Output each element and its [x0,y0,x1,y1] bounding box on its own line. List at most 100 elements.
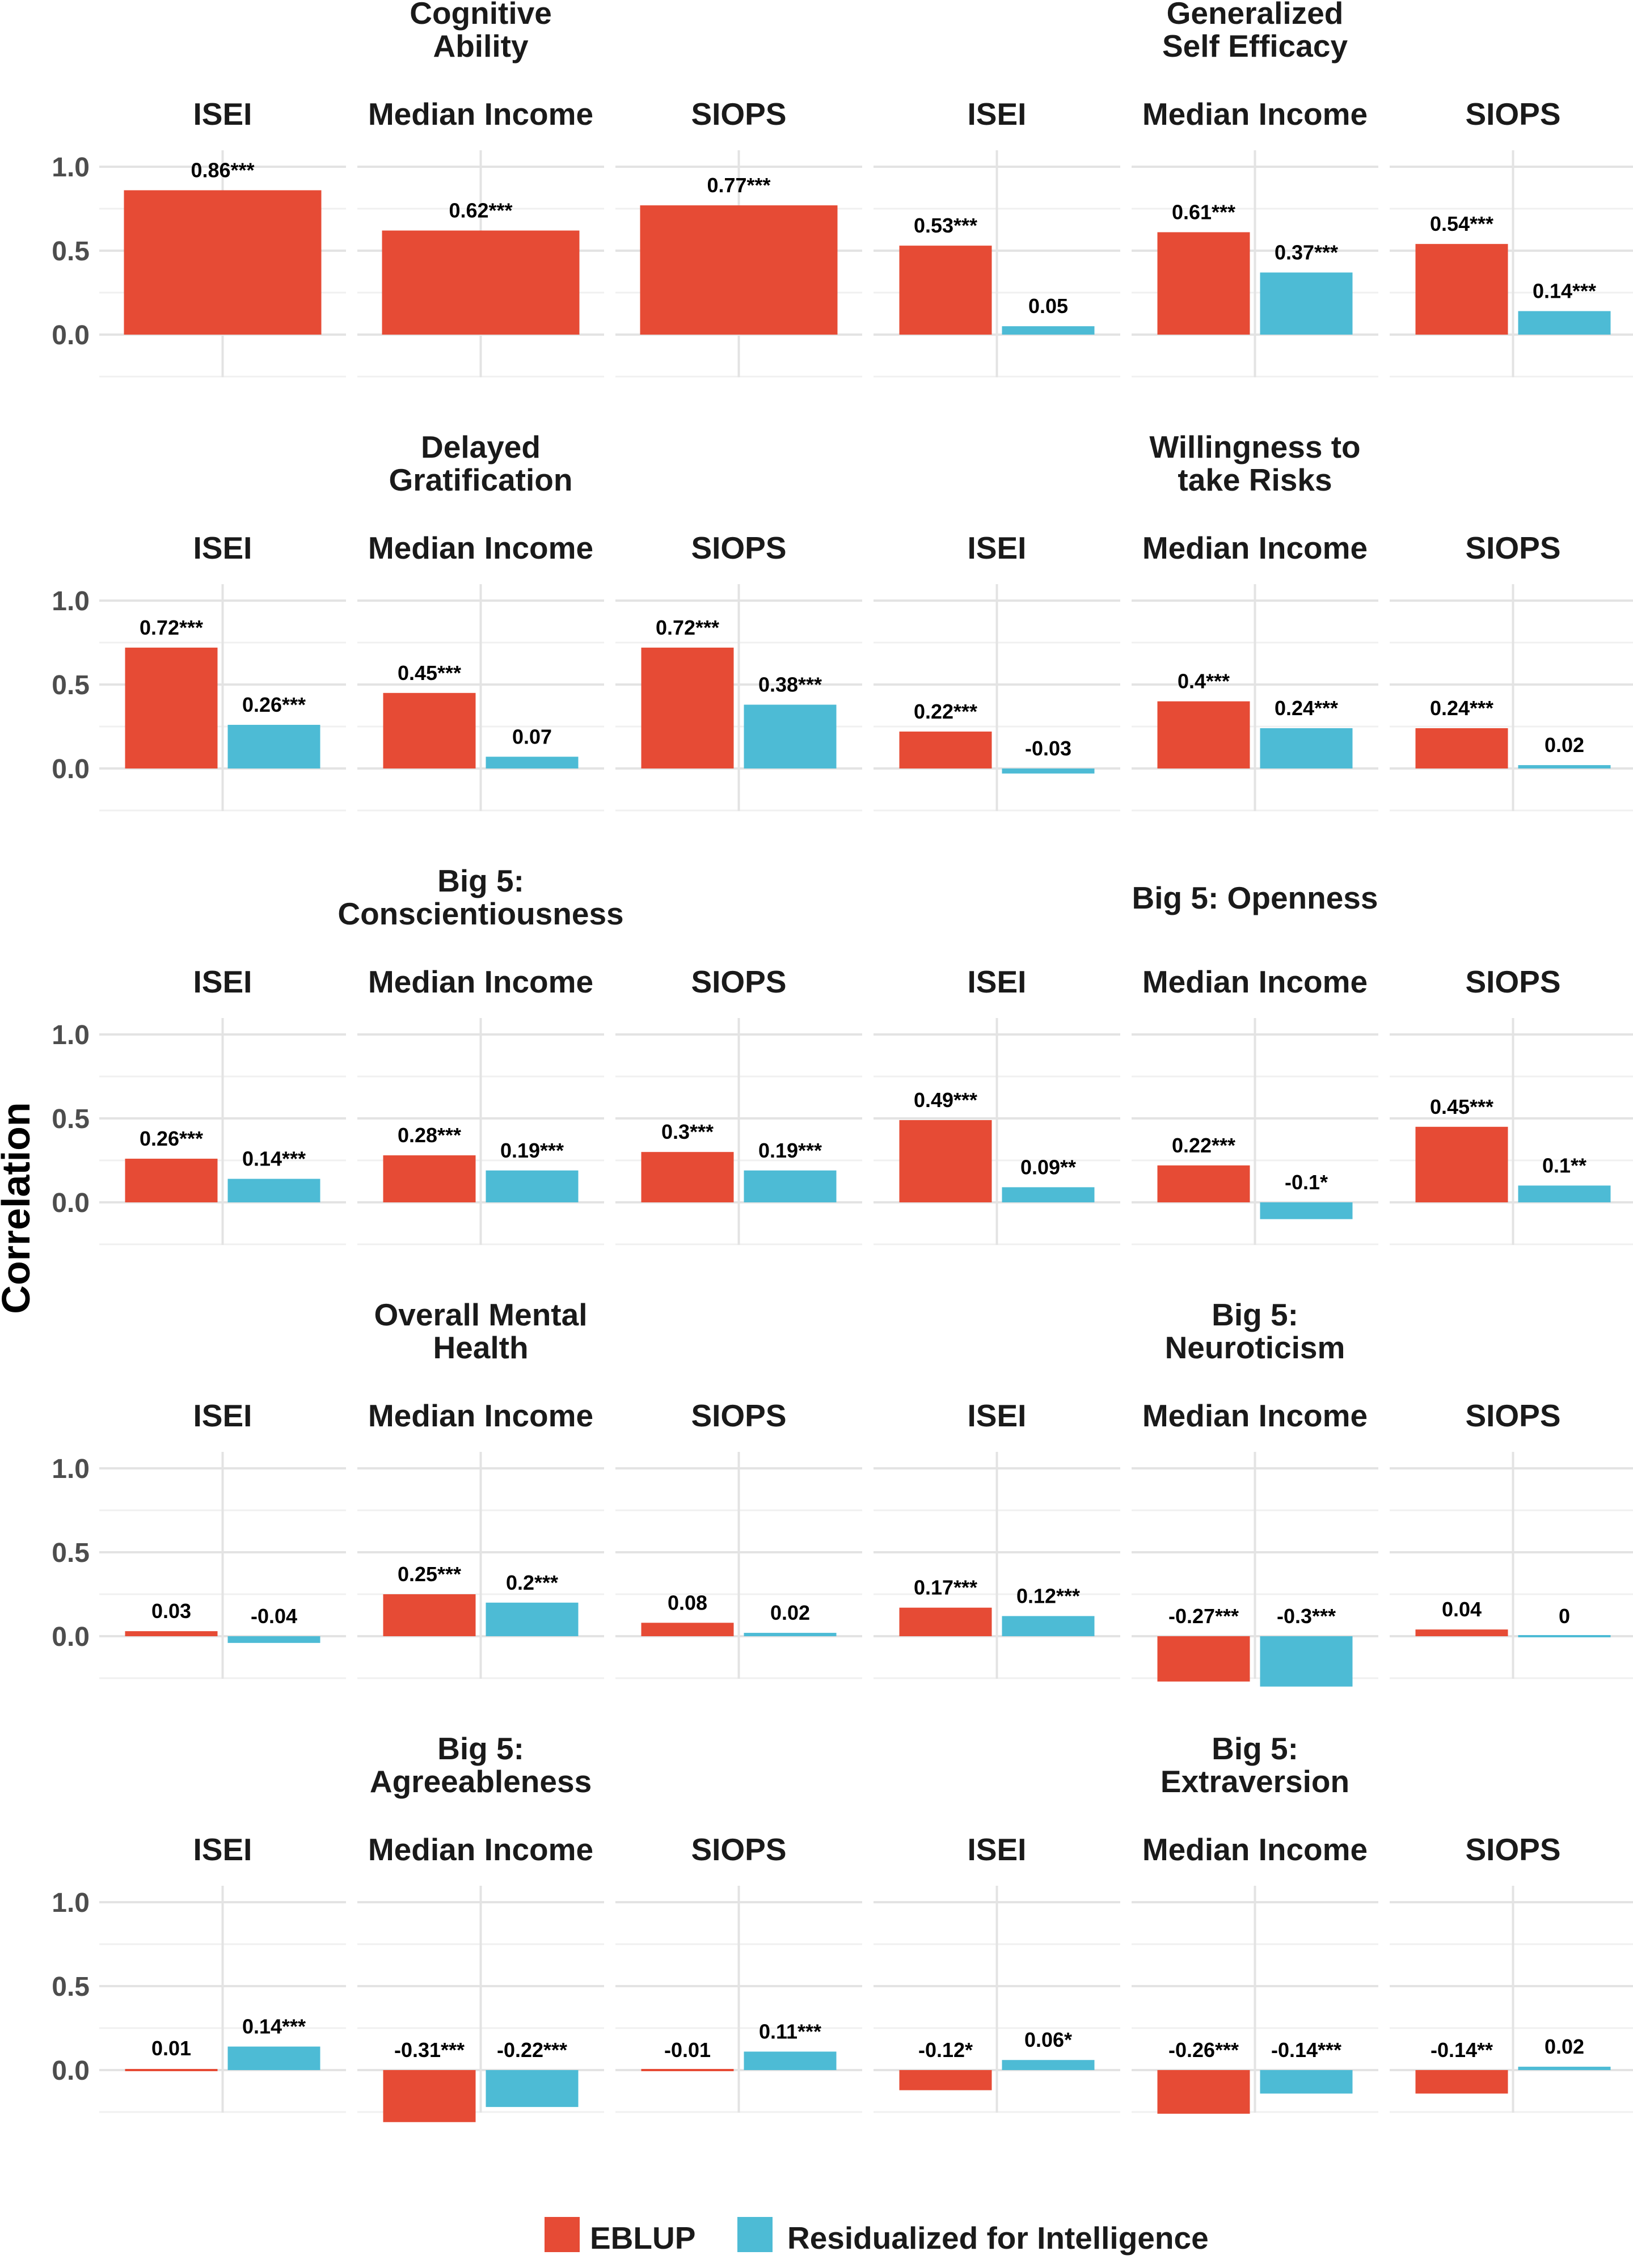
data-label: 0.62*** [449,198,512,222]
data-label: 0 [1559,1604,1570,1628]
facet-title: ISEI [193,1398,252,1433]
facet-title: SIOPS [691,1398,786,1433]
data-label: -0.26*** [1168,2038,1239,2062]
facet-title: ISEI [193,1832,252,1867]
panel-title: Self Efficacy [1162,28,1348,64]
bar-eblup [383,1155,476,1202]
legend-swatch [545,2217,580,2252]
bar-eblup [1415,1629,1508,1636]
data-label: 0.86*** [191,158,254,181]
bar-eblup [899,731,992,768]
facet-title: ISEI [968,530,1027,565]
bar-residualized [1518,2067,1611,2070]
data-label: -0.01 [664,2038,711,2062]
facet-title: ISEI [193,96,252,132]
data-label: -0.3*** [1277,1604,1336,1628]
panel-title: Neuroticism [1165,1330,1345,1365]
data-label: 0.72*** [656,616,719,639]
bar-eblup [641,2069,734,2071]
panel-title: Generalized [1167,0,1344,31]
data-label: 0.22*** [1172,1134,1235,1157]
y-tick-label: 0.5 [52,670,90,700]
facet-title: SIOPS [691,1832,786,1867]
data-label: -0.31*** [394,2038,465,2062]
data-label: 0.03 [151,1599,191,1623]
data-label: 0.53*** [914,214,977,237]
data-label: 0.02 [770,1601,810,1624]
facet-title: ISEI [193,964,252,999]
panel-title: Conscientiousness [337,896,623,931]
data-label: 0.26*** [140,1127,203,1150]
bar-eblup [382,230,580,335]
data-label: 0.24*** [1275,696,1338,720]
bar-eblup [1157,232,1250,335]
bar-eblup [125,2069,218,2071]
bar-eblup [899,246,992,335]
bar-residualized [1002,2060,1095,2070]
bar-residualized [1002,768,1095,774]
bar-residualized [1002,326,1095,335]
bar-layer [124,190,1611,2122]
y-tick-label: 1.0 [52,1888,90,1918]
bar-residualized [1260,1202,1353,1219]
data-label: 0.17*** [914,1576,977,1599]
y-tick-label: 0.0 [52,2056,90,2086]
bar-eblup [641,1152,734,1202]
panel-title: Agreeableness [370,1764,592,1799]
data-label: 0.22*** [914,700,977,723]
data-label: 0.54*** [1430,212,1493,235]
data-label: 0.61*** [1172,200,1235,223]
facet-title: SIOPS [691,96,786,132]
data-label: 0.49*** [914,1088,977,1112]
bar-residualized [227,1179,320,1202]
bar-residualized [1518,1185,1611,1202]
data-label: 0.02 [1545,733,1584,757]
data-label: -0.27*** [1168,1604,1239,1628]
y-tick-label: 0.5 [52,1972,90,2002]
y-tick-label: 0.5 [52,236,90,267]
bar-eblup [1415,1126,1508,1202]
bar-residualized [227,725,320,768]
bar-eblup [899,2070,992,2090]
y-tick-label: 0.0 [52,1188,90,1218]
panel-title: Delayed [421,429,541,464]
bar-residualized [1260,2070,1353,2094]
panel-title: Extraversion [1161,1764,1349,1799]
panel-title: Big 5: [437,1731,524,1766]
bar-residualized [744,2051,837,2070]
facet-title: ISEI [968,1398,1027,1433]
bar-eblup [1415,244,1508,335]
bar-eblup [1157,2070,1250,2114]
data-label: -0.04 [251,1604,297,1628]
data-label: 0.3*** [661,1120,714,1143]
bar-eblup [125,647,218,768]
panel-title: Big 5: [1212,1731,1298,1766]
data-label: 0.37*** [1275,240,1338,264]
data-label: 0.12*** [1016,1584,1080,1607]
y-tick-label: 1.0 [52,153,90,183]
bar-residualized [486,757,579,768]
bar-eblup [1157,1165,1250,1202]
y-tick-label: 0.5 [52,1104,90,1134]
bar-eblup [124,190,322,335]
data-label: 0.14*** [1533,280,1596,303]
panel-title: Big 5: [1212,1297,1298,1332]
panel-title: Big 5: [437,863,524,898]
bar-eblup [1157,701,1250,768]
y-tick-label: 1.0 [52,1454,90,1484]
bar-residualized [1002,1187,1095,1202]
bar-eblup [383,1594,476,1636]
y-tick-label: 0.0 [52,754,90,784]
legend-label: EBLUP [590,2220,695,2256]
bar-residualized [486,1602,579,1636]
bar-residualized [1518,311,1611,335]
bar-eblup [641,1623,734,1636]
facet-title: Median Income [1142,96,1368,132]
data-label: 0.25*** [398,1562,461,1586]
data-label: 0.38*** [758,673,822,696]
data-label: 0.24*** [1430,696,1493,720]
panel-title: Willingness to [1149,429,1360,464]
bar-residualized [1518,765,1611,768]
bar-residualized [486,1170,579,1202]
